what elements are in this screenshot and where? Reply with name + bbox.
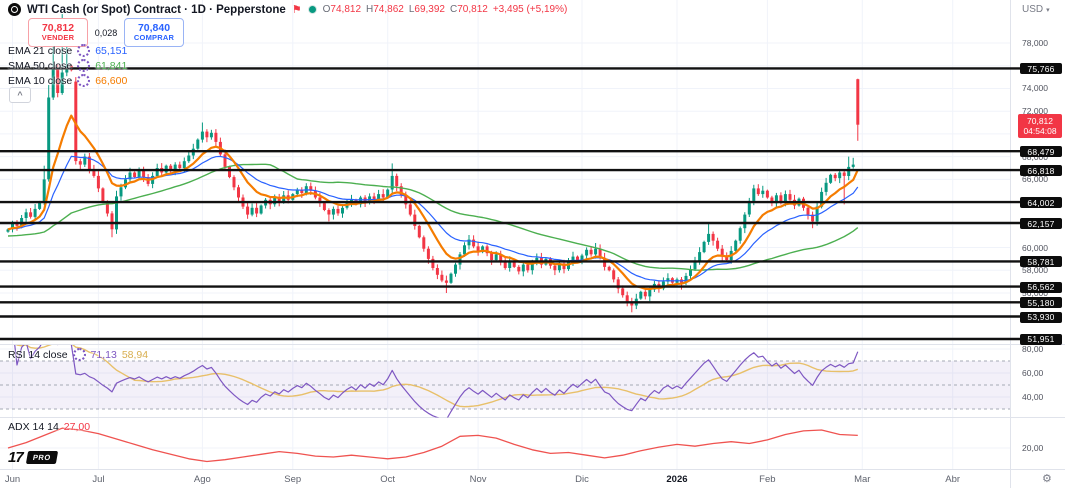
symbol-logo-icon: [8, 3, 21, 16]
price-tick: 66,000: [1022, 174, 1048, 185]
ema10-value: 66,600: [95, 74, 128, 87]
legend-rsi[interactable]: RSI 14 close 71,13 58,94: [8, 348, 149, 361]
month-label: Abr: [945, 474, 961, 485]
price-level-tag: 75,766: [1020, 63, 1062, 75]
close-value: 70,812: [457, 4, 488, 15]
month-label: Jun: [4, 474, 21, 485]
market-status-icon: [307, 5, 317, 14]
adx-tick: 20,00: [1022, 443, 1044, 453]
price-tick: 78,000: [1022, 38, 1048, 48]
rsi-tick: 80,00: [1022, 344, 1044, 354]
price-level-tag: 64,002: [1020, 197, 1062, 209]
change-value: +3,495 (+5,19%): [492, 4, 568, 15]
settings-gear-button[interactable]: ⚙: [1042, 472, 1052, 485]
tradingview-logo[interactable]: 17 PRO: [8, 449, 58, 466]
low-value: 69,392: [414, 4, 445, 15]
month-label: Ago: [193, 474, 211, 485]
loading-spinner-icon: [72, 348, 86, 361]
legend-adx[interactable]: ADX 14 14 27,00: [8, 421, 91, 433]
loading-spinner-icon: [77, 44, 91, 57]
price-level-tag: 55,180: [1020, 297, 1062, 309]
collapse-legend-button[interactable]: ^: [9, 87, 31, 103]
loading-spinner-icon: [77, 59, 91, 72]
month-label: Nov: [469, 474, 487, 485]
price-tick: 72,000: [1022, 106, 1048, 117]
legend-ema21[interactable]: EMA 21 close 65,151: [8, 44, 128, 57]
month-label: Dic: [575, 474, 589, 485]
loading-spinner-icon: [77, 74, 91, 87]
legend-sma50[interactable]: SMA 50 close 61,841: [8, 59, 128, 72]
price-level-tag: 66,818: [1020, 165, 1062, 177]
sma50-value: 61,841: [95, 59, 128, 72]
price-tick: 58,000: [1022, 265, 1048, 276]
open-value: 74,812: [330, 4, 362, 15]
price-axis[interactable]: 70,812 04:54:08 78,00074,00072,00068,000…: [1012, 0, 1065, 470]
order-widget: 70,812 VENDER 0,028 70,840 COMPRAR: [28, 18, 184, 47]
rsi-ma-value: 58,94: [121, 348, 149, 361]
price-tick: 60,000: [1022, 242, 1048, 253]
rsi-tick: 40,00: [1022, 392, 1044, 402]
price-level-tag: 53,930: [1020, 311, 1062, 323]
ema21-value: 65,151: [95, 44, 128, 57]
tv-mark: 17: [8, 449, 24, 466]
price-tick: 74,000: [1022, 83, 1048, 94]
month-label: 2026: [666, 474, 688, 485]
price-level-tag: 51,951: [1020, 333, 1062, 345]
price-tick: 56,000: [1022, 287, 1048, 298]
month-label: Feb: [759, 474, 776, 485]
flag-icon[interactable]: ⚑: [291, 3, 302, 16]
month-label: Oct: [380, 474, 396, 485]
price-level-tag: 56,562: [1020, 281, 1062, 293]
sell-button[interactable]: 70,812 VENDER: [28, 18, 88, 47]
current-price-tag: 70,812 04:54:08: [1018, 113, 1062, 138]
symbol-header: WTI Cash (or Spot) Contract · 1D · Peppe…: [8, 3, 567, 16]
month-label: Jul: [92, 474, 105, 485]
time-axis[interactable]: Jun Jul Ago Sep Oct Nov Dic 2026 Feb Mar Abr: [0, 470, 1065, 488]
price-level-tag: 58,781: [1020, 256, 1062, 268]
pro-badge: PRO: [25, 451, 58, 464]
symbol-title[interactable]: WTI Cash (or Spot) Contract · 1D · Peppe…: [27, 3, 286, 16]
price-level-tag: 62,157: [1020, 218, 1062, 230]
buy-button[interactable]: 70,840 COMPRAR: [124, 18, 184, 47]
adx-value: 27,00: [63, 421, 91, 433]
spread-label: 0,028: [94, 27, 118, 38]
ohlc-values: O74,812 H74,862 L69,392 C70,812 +3,495 (…: [322, 4, 568, 15]
price-level-tag: 68,479: [1020, 146, 1062, 158]
month-label: Sep: [284, 474, 302, 485]
rsi-value: 71,13: [90, 348, 117, 361]
legend-ema10[interactable]: EMA 10 close 66,600: [8, 74, 128, 87]
month-label: Mar: [854, 474, 871, 485]
high-value: 74,862: [373, 4, 404, 15]
currency-dropdown[interactable]: USD ▾: [1022, 4, 1050, 15]
rsi-tick: 60,00: [1022, 368, 1044, 378]
